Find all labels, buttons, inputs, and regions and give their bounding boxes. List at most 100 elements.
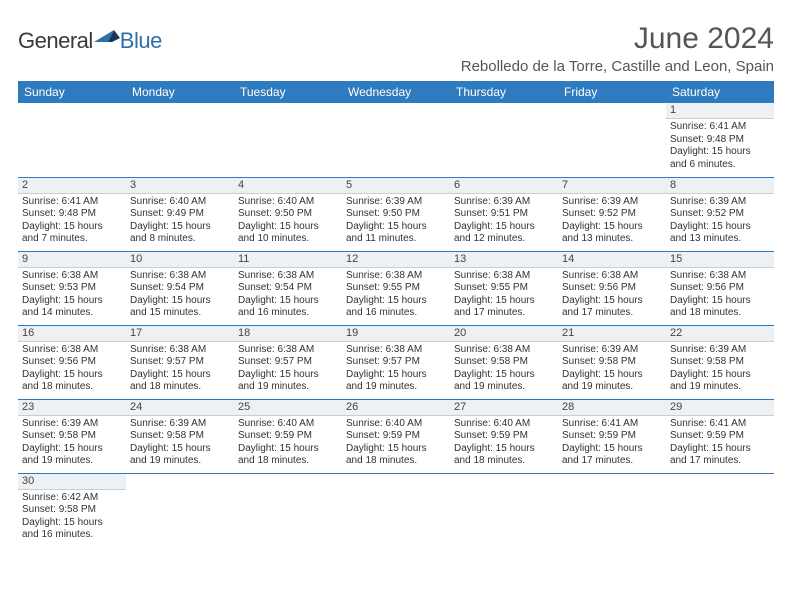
weekday-header: Tuesday: [234, 81, 342, 103]
flag-icon: [94, 28, 120, 46]
calendar-cell: 10Sunrise: 6:38 AMSunset: 9:54 PMDayligh…: [126, 251, 234, 325]
day-number: 10: [126, 252, 234, 268]
day-details: Sunrise: 6:38 AMSunset: 9:55 PMDaylight:…: [450, 268, 558, 324]
sunrise-text: Sunrise: 6:39 AM: [22, 418, 122, 431]
sunset-text: Sunset: 9:53 PM: [22, 282, 122, 295]
sunset-text: Sunset: 9:48 PM: [22, 208, 122, 221]
day-number: 2: [18, 178, 126, 194]
calendar-cell: 6Sunrise: 6:39 AMSunset: 9:51 PMDaylight…: [450, 177, 558, 251]
day-number: 21: [558, 326, 666, 342]
page-header: General Blue June 2024 Rebolledo de la T…: [18, 22, 774, 75]
calendar-cell: 3Sunrise: 6:40 AMSunset: 9:49 PMDaylight…: [126, 177, 234, 251]
calendar-cell: 7Sunrise: 6:39 AMSunset: 9:52 PMDaylight…: [558, 177, 666, 251]
sunset-text: Sunset: 9:57 PM: [238, 356, 338, 369]
calendar-cell: 28Sunrise: 6:41 AMSunset: 9:59 PMDayligh…: [558, 399, 666, 473]
day-details: Sunrise: 6:41 AMSunset: 9:59 PMDaylight:…: [666, 416, 774, 472]
weekday-header: Thursday: [450, 81, 558, 103]
day-number: 28: [558, 400, 666, 416]
sunset-text: Sunset: 9:59 PM: [346, 430, 446, 443]
day-number: 24: [126, 400, 234, 416]
calendar-page: General Blue June 2024 Rebolledo de la T…: [0, 0, 792, 547]
day-details: Sunrise: 6:39 AMSunset: 9:50 PMDaylight:…: [342, 194, 450, 250]
calendar-table: Sunday Monday Tuesday Wednesday Thursday…: [18, 81, 774, 547]
sunrise-text: Sunrise: 6:38 AM: [670, 270, 770, 283]
day-details: Sunrise: 6:38 AMSunset: 9:53 PMDaylight:…: [18, 268, 126, 324]
daylight-text: Daylight: 15 hours and 18 minutes.: [238, 443, 338, 468]
day-details: Sunrise: 6:38 AMSunset: 9:56 PMDaylight:…: [18, 342, 126, 398]
day-number: 30: [18, 474, 126, 490]
day-number: 27: [450, 400, 558, 416]
sunrise-text: Sunrise: 6:42 AM: [22, 492, 122, 505]
daylight-text: Daylight: 15 hours and 17 minutes.: [562, 295, 662, 320]
day-details: Sunrise: 6:38 AMSunset: 9:56 PMDaylight:…: [666, 268, 774, 324]
calendar-cell: [234, 473, 342, 547]
daylight-text: Daylight: 15 hours and 19 minutes.: [22, 443, 122, 468]
day-number: 11: [234, 252, 342, 268]
calendar-cell: 11Sunrise: 6:38 AMSunset: 9:54 PMDayligh…: [234, 251, 342, 325]
calendar-cell: 27Sunrise: 6:40 AMSunset: 9:59 PMDayligh…: [450, 399, 558, 473]
day-number: 1: [666, 103, 774, 119]
sunset-text: Sunset: 9:57 PM: [346, 356, 446, 369]
calendar-cell: 22Sunrise: 6:39 AMSunset: 9:58 PMDayligh…: [666, 325, 774, 399]
day-number: 14: [558, 252, 666, 268]
sunset-text: Sunset: 9:55 PM: [454, 282, 554, 295]
day-details: Sunrise: 6:39 AMSunset: 9:58 PMDaylight:…: [666, 342, 774, 398]
sunset-text: Sunset: 9:54 PM: [130, 282, 230, 295]
day-details: Sunrise: 6:39 AMSunset: 9:58 PMDaylight:…: [18, 416, 126, 472]
daylight-text: Daylight: 15 hours and 8 minutes.: [130, 221, 230, 246]
sunset-text: Sunset: 9:55 PM: [346, 282, 446, 295]
day-number: 26: [342, 400, 450, 416]
sunrise-text: Sunrise: 6:38 AM: [346, 270, 446, 283]
sunrise-text: Sunrise: 6:40 AM: [454, 418, 554, 431]
calendar-cell: [666, 473, 774, 547]
day-details: Sunrise: 6:40 AMSunset: 9:59 PMDaylight:…: [234, 416, 342, 472]
weekday-header: Sunday: [18, 81, 126, 103]
day-number: 25: [234, 400, 342, 416]
month-title: June 2024: [461, 22, 774, 56]
calendar-cell: 9Sunrise: 6:38 AMSunset: 9:53 PMDaylight…: [18, 251, 126, 325]
calendar-cell: 2Sunrise: 6:41 AMSunset: 9:48 PMDaylight…: [18, 177, 126, 251]
daylight-text: Daylight: 15 hours and 17 minutes.: [562, 443, 662, 468]
calendar-cell: 25Sunrise: 6:40 AMSunset: 9:59 PMDayligh…: [234, 399, 342, 473]
day-details: Sunrise: 6:39 AMSunset: 9:51 PMDaylight:…: [450, 194, 558, 250]
day-details: Sunrise: 6:38 AMSunset: 9:54 PMDaylight:…: [126, 268, 234, 324]
day-number: 3: [126, 178, 234, 194]
sunrise-text: Sunrise: 6:38 AM: [130, 270, 230, 283]
calendar-cell: 18Sunrise: 6:38 AMSunset: 9:57 PMDayligh…: [234, 325, 342, 399]
day-number: 5: [342, 178, 450, 194]
weekday-header: Monday: [126, 81, 234, 103]
sunrise-text: Sunrise: 6:38 AM: [562, 270, 662, 283]
calendar-cell: [450, 473, 558, 547]
calendar-cell: 26Sunrise: 6:40 AMSunset: 9:59 PMDayligh…: [342, 399, 450, 473]
weekday-header-row: Sunday Monday Tuesday Wednesday Thursday…: [18, 81, 774, 103]
sunset-text: Sunset: 9:59 PM: [562, 430, 662, 443]
brand-logo: General Blue: [18, 28, 162, 54]
calendar-week-row: 30Sunrise: 6:42 AMSunset: 9:58 PMDayligh…: [18, 473, 774, 547]
calendar-cell: [342, 103, 450, 177]
day-details: Sunrise: 6:41 AMSunset: 9:59 PMDaylight:…: [558, 416, 666, 472]
daylight-text: Daylight: 15 hours and 16 minutes.: [346, 295, 446, 320]
daylight-text: Daylight: 15 hours and 19 minutes.: [454, 369, 554, 394]
sunset-text: Sunset: 9:54 PM: [238, 282, 338, 295]
calendar-cell: 13Sunrise: 6:38 AMSunset: 9:55 PMDayligh…: [450, 251, 558, 325]
calendar-cell: 5Sunrise: 6:39 AMSunset: 9:50 PMDaylight…: [342, 177, 450, 251]
sunset-text: Sunset: 9:58 PM: [454, 356, 554, 369]
calendar-week-row: 1Sunrise: 6:41 AMSunset: 9:48 PMDaylight…: [18, 103, 774, 177]
calendar-cell: 16Sunrise: 6:38 AMSunset: 9:56 PMDayligh…: [18, 325, 126, 399]
daylight-text: Daylight: 15 hours and 17 minutes.: [454, 295, 554, 320]
calendar-cell: 19Sunrise: 6:38 AMSunset: 9:57 PMDayligh…: [342, 325, 450, 399]
calendar-cell: [18, 103, 126, 177]
daylight-text: Daylight: 15 hours and 12 minutes.: [454, 221, 554, 246]
day-details: Sunrise: 6:40 AMSunset: 9:49 PMDaylight:…: [126, 194, 234, 250]
calendar-cell: [450, 103, 558, 177]
sunrise-text: Sunrise: 6:40 AM: [238, 196, 338, 209]
day-details: Sunrise: 6:38 AMSunset: 9:56 PMDaylight:…: [558, 268, 666, 324]
calendar-cell: 17Sunrise: 6:38 AMSunset: 9:57 PMDayligh…: [126, 325, 234, 399]
day-details: Sunrise: 6:38 AMSunset: 9:57 PMDaylight:…: [126, 342, 234, 398]
day-number: 9: [18, 252, 126, 268]
sunrise-text: Sunrise: 6:38 AM: [454, 344, 554, 357]
day-number: 15: [666, 252, 774, 268]
weekday-header: Saturday: [666, 81, 774, 103]
calendar-week-row: 9Sunrise: 6:38 AMSunset: 9:53 PMDaylight…: [18, 251, 774, 325]
sunrise-text: Sunrise: 6:38 AM: [130, 344, 230, 357]
